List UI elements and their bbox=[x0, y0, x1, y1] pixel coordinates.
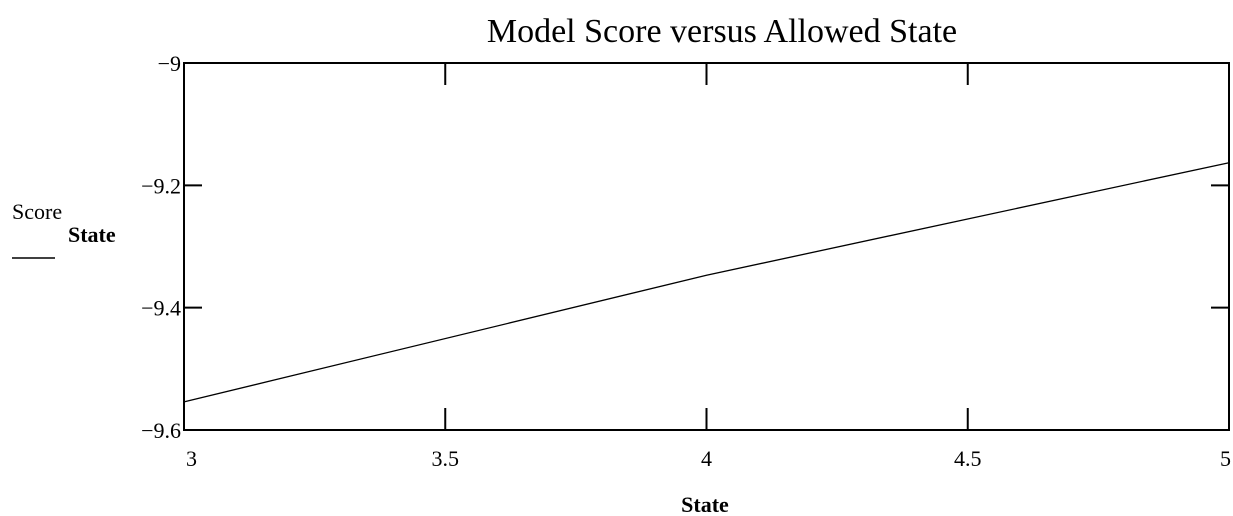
chart-title: Model Score versus Allowed State bbox=[487, 13, 957, 50]
plot-frame bbox=[183, 62, 1230, 431]
x-tick-label: 3 bbox=[186, 446, 197, 471]
y-tick-label: −9.6 bbox=[141, 418, 181, 443]
axis-ticks bbox=[184, 63, 1229, 430]
plot-frame-border bbox=[183, 62, 1230, 431]
y-tick-label: −9 bbox=[158, 51, 181, 76]
x-tick-label: 3.5 bbox=[432, 446, 460, 471]
x-tick-label: 4.5 bbox=[954, 446, 982, 471]
y-tick-label: −9.2 bbox=[141, 173, 181, 198]
y-tick-label: −9.4 bbox=[141, 296, 181, 321]
y-axis-label-subscript: State bbox=[68, 222, 116, 247]
x-axis-label: State bbox=[681, 492, 729, 516]
series-line bbox=[183, 162, 1230, 403]
axis-tick-labels: 3 3.5 4 4.5 5 −9 −9.2 −9.4 −9.6 bbox=[141, 51, 1231, 471]
y-axis-label: Score State bbox=[12, 199, 116, 259]
series-lines bbox=[183, 162, 1230, 403]
y-axis-label-main: Score bbox=[12, 199, 62, 224]
x-tick-label: 5 bbox=[1220, 446, 1231, 471]
x-tick-label: 4 bbox=[701, 446, 712, 471]
